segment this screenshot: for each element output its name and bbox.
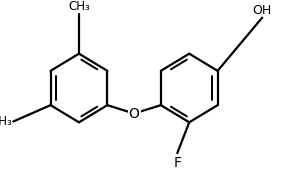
Text: OH: OH — [253, 4, 272, 17]
Text: CH₃: CH₃ — [0, 115, 12, 128]
Text: O: O — [129, 106, 139, 121]
Text: F: F — [173, 156, 181, 170]
Text: CH₃: CH₃ — [68, 0, 90, 13]
